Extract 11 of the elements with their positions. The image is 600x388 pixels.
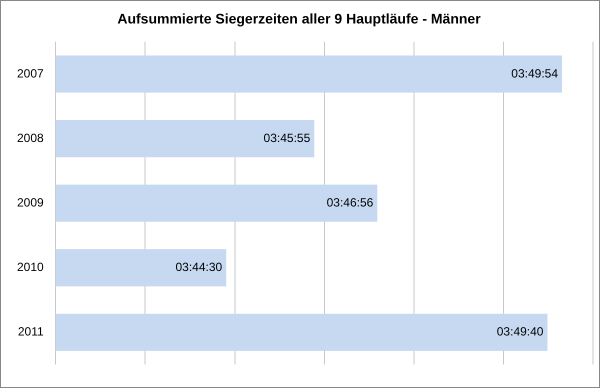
y-tick-label: 2008: [16, 130, 44, 145]
y-tick-label: 2011: [18, 324, 44, 339]
data-label: 03:45:55: [264, 130, 311, 145]
data-label: 03:49:54: [511, 66, 558, 80]
data-label: 03:46:56: [326, 196, 374, 210]
data-label: 03:49:40: [496, 324, 544, 339]
y-tick-label: 2010: [16, 260, 44, 274]
chart-title: Aufsummierte Siegerzeiten aller 9 Hauptläufe - Männer: [117, 10, 482, 26]
y-tick-label: 2009: [16, 196, 44, 210]
y-tick-label: 2007: [16, 66, 44, 80]
data-label: 03:44:30: [175, 260, 223, 274]
